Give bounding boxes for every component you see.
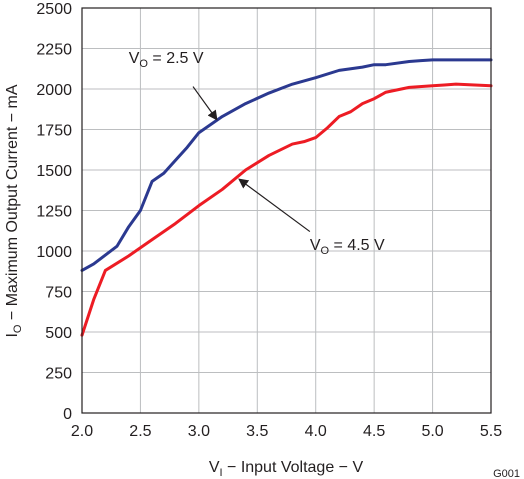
x-tick-label: 3.5 xyxy=(246,423,268,440)
x-tick-label: 2.5 xyxy=(129,423,151,440)
y-tick-label: 2500 xyxy=(36,1,72,18)
annotation-label: VO = 2.5 V xyxy=(129,50,204,70)
annotation-arrow xyxy=(238,178,311,233)
figure-id: G001 xyxy=(493,468,520,479)
annotation-label: VO = 4.5 V xyxy=(310,237,385,257)
annotation-arrow xyxy=(192,86,218,121)
y-tick-label: 250 xyxy=(45,366,72,383)
y-tick-label: 500 xyxy=(45,325,72,342)
y-tick-label: 0 xyxy=(63,406,72,423)
y-tick-label: 1500 xyxy=(36,163,72,180)
y-tick-label: 2250 xyxy=(36,42,72,59)
y-tick-label: 750 xyxy=(45,285,72,302)
series-1 xyxy=(80,58,493,272)
plot-frame xyxy=(81,7,492,414)
series-layer xyxy=(80,58,493,337)
annotation-layer: VO = 2.5 V VO = 4.5 V xyxy=(129,50,385,257)
series-line xyxy=(80,82,493,337)
x-tick-label: 5.0 xyxy=(421,423,443,440)
y-axis-tick-labels: 0 250 500 750 1000 1250 1500 1750 2000 2250 2500 xyxy=(36,1,72,423)
y-tick-label: 1250 xyxy=(36,204,72,221)
series-line xyxy=(80,58,493,272)
annotation-1: VO = 2.5 V xyxy=(129,50,218,121)
x-tick-label: 4.5 xyxy=(363,423,385,440)
x-tick-label: 2.0 xyxy=(71,423,93,440)
x-tick-label: 5.5 xyxy=(480,423,502,440)
y-tick-label: 2000 xyxy=(36,82,72,99)
x-axis-title: VI − Input Voltage − V xyxy=(209,459,364,479)
x-tick-label: 4.0 xyxy=(305,423,327,440)
x-tick-label: 3.0 xyxy=(188,423,210,440)
series-2 xyxy=(80,82,493,337)
y-axis-title: IO − Maximum Output Current − mA xyxy=(4,84,24,337)
y-tick-label: 1750 xyxy=(36,123,72,140)
y-tick-label: 1000 xyxy=(36,244,72,261)
annotation-2: VO = 4.5 V xyxy=(238,178,385,257)
x-axis-tick-labels: 2.0 2.5 3.0 3.5 4.0 4.5 5.0 5.5 xyxy=(71,423,502,440)
